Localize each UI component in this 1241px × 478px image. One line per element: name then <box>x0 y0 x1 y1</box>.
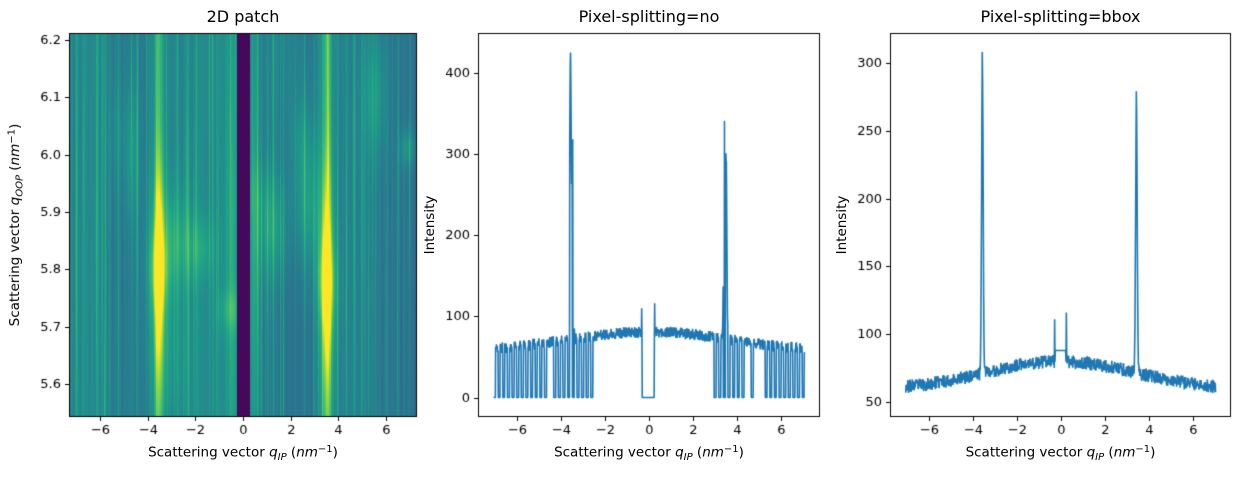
xlabel-symbol: q <box>675 444 684 461</box>
ylabel-symbol: q <box>7 196 23 206</box>
xlabel-symbol: q <box>1086 444 1096 461</box>
plot2-title: Pixel-splitting=no <box>578 7 720 26</box>
xlabel-prefix: Scattering vector <box>965 444 1087 461</box>
xlabel-paren-close: ) <box>332 444 338 461</box>
plot3-xlabel: Scattering vector qIP (nm−1) <box>890 444 1231 463</box>
xlabel-unit: nm <box>296 444 318 461</box>
plot1-ylabel: Scattering vector qOOP (nm−1) <box>7 124 26 327</box>
ylabel-paren-close: ) <box>7 123 23 129</box>
plot2-ylabel: Intensity <box>422 195 438 255</box>
xlabel-exponent: −1 <box>723 444 739 455</box>
xlabel-exponent: −1 <box>1135 444 1151 455</box>
plot1-title: 2D patch <box>206 7 280 26</box>
ylabel-paren-open: ( <box>7 165 23 175</box>
xlabel-prefix: Scattering vector <box>148 444 270 461</box>
xlabel-paren-close: ) <box>1150 444 1156 461</box>
ylabel-unit: nm <box>7 143 23 166</box>
ylabel-subscript: OOP <box>14 174 26 197</box>
ylabel-exponent: −1 <box>6 128 18 144</box>
xlabel-prefix: Scattering vector <box>554 444 676 461</box>
xlabel-unit: nm <box>702 444 724 461</box>
xlabel-paren-open: ( <box>286 444 297 461</box>
plot2-xlabel: Scattering vector qIP (nm−1) <box>478 444 820 463</box>
xlabel-paren-close: ) <box>738 444 744 461</box>
xlabel-subscript: IP <box>277 452 287 463</box>
plot3-ylabel: Intensity <box>834 195 850 255</box>
xlabel-paren-open: ( <box>1104 444 1114 461</box>
xlabel-paren-open: ( <box>692 444 703 461</box>
xlabel-unit: nm <box>1113 444 1136 461</box>
ylabel-prefix: Scattering vector <box>7 205 23 327</box>
xlabel-subscript: IP <box>1095 452 1105 463</box>
xlabel-subscript: IP <box>683 452 693 463</box>
xlabel-exponent: −1 <box>317 444 333 455</box>
xlabel-symbol: q <box>269 444 278 461</box>
plot3-title: Pixel-splitting=bbox <box>980 7 1141 26</box>
plot1-xlabel: Scattering vector qIP (nm−1) <box>69 444 417 463</box>
